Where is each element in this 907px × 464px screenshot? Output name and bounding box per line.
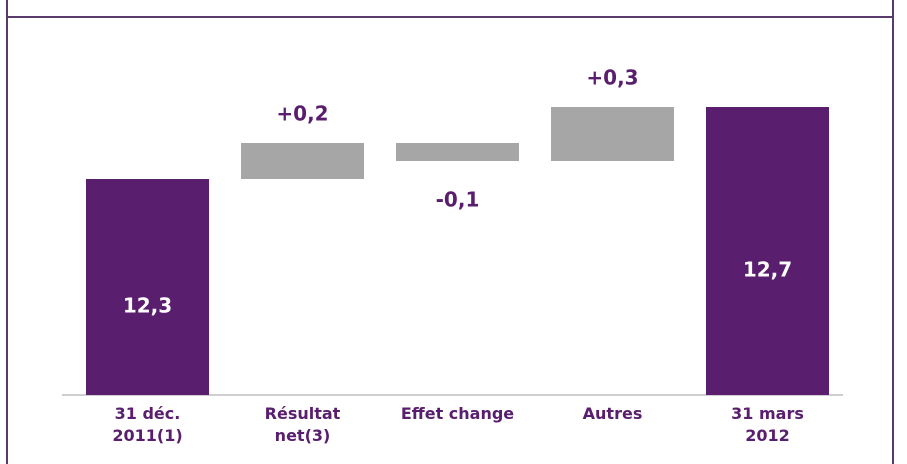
- x-tick-label: 31 mars 2012: [731, 404, 804, 445]
- x-tick-line: net(3): [275, 426, 331, 445]
- x-tick-line: Résultat: [265, 404, 341, 423]
- value-label: +0,2: [276, 102, 328, 126]
- x-tick-label: Résultat net(3): [265, 404, 341, 445]
- x-tick-line: Effet change: [401, 404, 514, 423]
- x-tick-label: Autres: [583, 404, 643, 423]
- x-tick-label: 31 déc. 2011(1): [112, 404, 182, 445]
- x-tick-label: Effet change: [401, 404, 514, 423]
- value-label: 12,3: [123, 294, 172, 318]
- delta-bar: [396, 143, 519, 161]
- x-tick-line: 31 mars: [731, 404, 804, 423]
- value-label: +0,3: [586, 66, 638, 90]
- total-bar: [86, 179, 209, 395]
- x-tick-line: 2012: [745, 426, 790, 445]
- value-label: -0,1: [436, 188, 480, 212]
- x-tick-line: Autres: [583, 404, 643, 423]
- value-label: 12,7: [743, 258, 792, 282]
- x-tick-line: 31 déc.: [115, 404, 181, 423]
- delta-bar: [241, 143, 364, 179]
- total-bar: [706, 107, 829, 395]
- x-tick-line: 2011(1): [112, 426, 182, 445]
- delta-bar: [551, 107, 674, 161]
